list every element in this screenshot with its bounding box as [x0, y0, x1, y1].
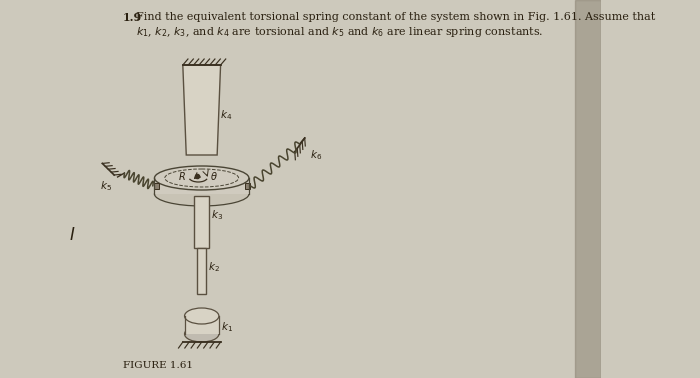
Text: FIGURE 1.61: FIGURE 1.61 [122, 361, 192, 370]
Bar [244, 183, 250, 189]
Text: 1.9: 1.9 [122, 12, 142, 23]
Polygon shape [155, 178, 249, 194]
Text: $k_2$: $k_2$ [208, 260, 220, 274]
Text: $I$: $I$ [69, 227, 75, 244]
Text: $k_4$: $k_4$ [220, 108, 232, 122]
Ellipse shape [155, 182, 249, 206]
Text: $k_3$: $k_3$ [211, 208, 223, 222]
Bar [197, 248, 206, 294]
Text: $R$: $R$ [178, 170, 186, 182]
Bar [194, 196, 209, 248]
Ellipse shape [185, 326, 219, 342]
Text: $\theta$: $\theta$ [210, 170, 218, 182]
Text: $k_6$: $k_6$ [310, 148, 322, 162]
Polygon shape [575, 0, 601, 378]
Polygon shape [183, 65, 220, 155]
Polygon shape [185, 316, 219, 334]
Text: $k_5$: $k_5$ [100, 179, 113, 193]
Ellipse shape [185, 308, 219, 324]
Ellipse shape [155, 166, 249, 190]
Bar [153, 183, 159, 189]
Text: $k_1$, $k_2$, $k_3$, and $k_4$ are torsional and $k_5$ and $k_6$ are linear spri: $k_1$, $k_2$, $k_3$, and $k_4$ are torsi… [136, 25, 543, 39]
Text: Find the equivalent torsional spring constant of the system shown in Fig. 1.61. : Find the equivalent torsional spring con… [136, 12, 655, 22]
Text: $k_1$: $k_1$ [220, 320, 232, 334]
